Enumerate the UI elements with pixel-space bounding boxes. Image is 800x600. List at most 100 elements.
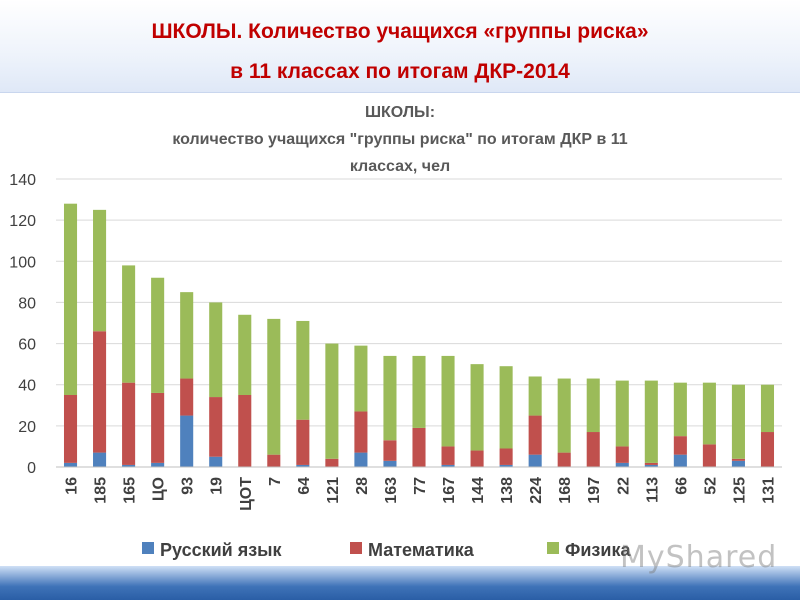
bar-segment: [702, 444, 716, 467]
x-tick-label: 66: [673, 477, 690, 495]
bar-segment: [63, 395, 78, 463]
y-tick-label: 80: [18, 295, 36, 312]
legend-swatch: [547, 542, 559, 554]
x-tick-label: 22: [615, 477, 632, 495]
bar-segment: [673, 436, 687, 455]
bar-segment: [615, 462, 629, 467]
bar-segment: [122, 464, 136, 467]
bar-segment: [644, 464, 658, 467]
chart-title-line2: количество учащихся "группы риска" по ит…: [172, 131, 628, 148]
bar-segment: [412, 355, 426, 428]
bar-segment: [528, 376, 542, 416]
bar-segment: [180, 415, 194, 467]
x-tick-label: 93: [180, 477, 197, 495]
y-tick-label: 40: [18, 378, 36, 395]
y-tick-label: 140: [9, 172, 36, 189]
bar-segment: [615, 446, 629, 463]
y-tick-label: 60: [18, 337, 36, 354]
bar-segment: [383, 440, 397, 461]
legend-label: Русский язык: [160, 540, 283, 560]
chart-title-line1: ШКОЛЫ:: [364, 104, 436, 121]
bar-segment: [644, 380, 658, 463]
bar-segment: [296, 419, 310, 465]
bar-segment: [383, 460, 397, 467]
bar-segment: [151, 392, 165, 463]
bar-segment: [557, 452, 571, 467]
x-tick-label: 168: [557, 477, 574, 504]
bar-segment: [354, 452, 368, 467]
bar-segment: [441, 446, 455, 465]
bar-segment: [528, 454, 542, 467]
bar-segment: [470, 364, 484, 451]
x-tick-label: 19: [209, 477, 226, 495]
bar-segment: [731, 458, 745, 461]
bar-segment: [470, 450, 484, 467]
bar-segment: [383, 355, 397, 441]
bar-segment: [412, 427, 426, 467]
bar-segment: [238, 395, 252, 467]
x-tick-label: 52: [702, 477, 719, 495]
bar-segment: [615, 380, 629, 447]
bar-segment: [354, 411, 368, 453]
bar-segment: [644, 462, 658, 465]
bar-segment: [93, 452, 107, 467]
bar-segment: [702, 382, 716, 445]
bar-segment: [499, 464, 513, 467]
x-tick-label: 167: [441, 477, 458, 504]
watermark: MyShared: [620, 540, 778, 575]
bar-segment: [673, 454, 687, 467]
legend-swatch: [142, 542, 154, 554]
bar-segment: [296, 320, 310, 420]
legend-label: Математика: [368, 540, 475, 560]
bar-segment: [180, 292, 194, 379]
bar-segment: [499, 448, 513, 465]
bar-segment: [325, 343, 339, 459]
bar-segment: [93, 209, 107, 332]
bar-segment: [441, 355, 455, 447]
x-tick-label: 224: [528, 477, 545, 504]
x-tick-label: ЦО: [151, 477, 168, 501]
x-tick-label: 77: [412, 477, 429, 495]
bar-segment: [93, 331, 107, 453]
bar-segment: [557, 378, 571, 453]
legend-label: Физика: [565, 540, 631, 560]
x-tick-label: 163: [383, 477, 400, 504]
bar-segment: [441, 464, 455, 467]
footer-band: [0, 566, 800, 600]
bar-segment: [760, 384, 775, 433]
bar-segment: [354, 345, 368, 412]
y-tick-label: 20: [18, 419, 36, 436]
x-tick-label: 131: [760, 477, 777, 504]
bar-segment: [209, 397, 223, 457]
bar-segment: [238, 314, 252, 395]
x-tick-label: 28: [354, 477, 371, 495]
chart-title-line3: классах, чел: [349, 158, 451, 175]
bar-segment: [528, 415, 542, 455]
x-tick-label: 197: [586, 477, 603, 504]
bar-segment: [122, 265, 136, 383]
bar-segment: [586, 378, 600, 433]
slide-header: ШКОЛЫ. Количество учащихся «группы риска…: [0, 0, 800, 93]
x-tick-label: 16: [64, 477, 81, 495]
bar-segment: [209, 302, 223, 398]
y-tick-label: 100: [9, 254, 36, 271]
x-tick-label: 113: [644, 477, 661, 503]
bar-segment: [325, 458, 339, 467]
x-tick-label: ЦОТ: [238, 477, 255, 511]
slide-title-line1: ШКОЛЫ. Количество учащихся «группы риска…: [151, 20, 649, 43]
bar-segment: [267, 454, 281, 467]
bar-segment: [63, 203, 78, 395]
x-tick-label: 7: [267, 477, 284, 486]
bar-segment: [180, 378, 194, 416]
bar-segment: [731, 384, 745, 459]
x-tick-label: 64: [296, 477, 313, 495]
x-tick-label: 165: [122, 477, 139, 504]
bar-segment: [209, 456, 223, 467]
bar-segment: [731, 460, 745, 467]
bar-segment: [151, 462, 165, 467]
bar-segment: [499, 366, 513, 449]
bar-segment: [673, 382, 687, 437]
x-tick-label: 121: [325, 477, 342, 504]
bar-segment: [586, 432, 600, 467]
